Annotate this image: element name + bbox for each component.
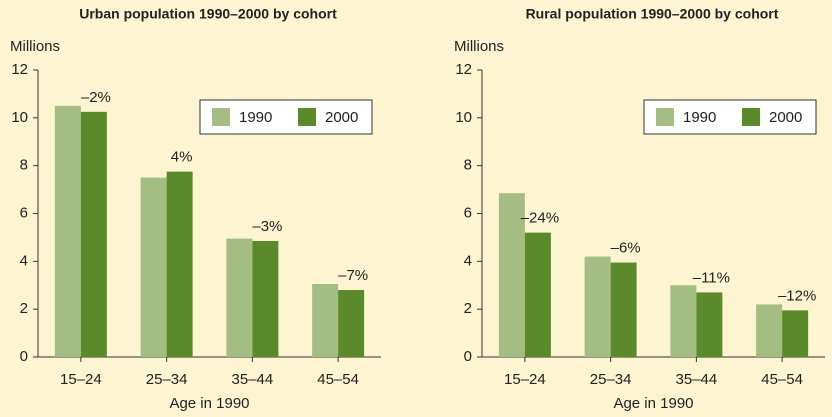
- y-tick-label: 6: [20, 204, 28, 221]
- bar: [226, 238, 253, 357]
- bar: [610, 262, 637, 357]
- legend-label: 1990: [683, 109, 716, 126]
- y-tick-label: 0: [464, 348, 472, 365]
- x-tick-label: 25–34: [146, 371, 188, 388]
- legend-swatch: [656, 108, 674, 126]
- chart-title: Rural population 1990–2000 by cohort: [526, 6, 779, 22]
- y-tick-label: 12: [455, 61, 472, 78]
- legend-swatch: [298, 108, 316, 126]
- annotation: –2%: [81, 89, 111, 106]
- y-tick-label: 4: [464, 252, 472, 269]
- y-axis-label: Millions: [454, 38, 504, 55]
- annotation: –12%: [778, 287, 816, 304]
- bar: [782, 310, 809, 357]
- y-tick-label: 8: [464, 157, 472, 174]
- bar: [166, 171, 193, 357]
- bar: [524, 232, 551, 357]
- bar: [312, 284, 339, 357]
- y-tick-label: 10: [455, 109, 472, 126]
- bar: [696, 292, 723, 357]
- bar: [80, 111, 107, 358]
- y-tick-label: 6: [464, 204, 472, 221]
- bar: [756, 304, 783, 357]
- y-tick-label: 0: [20, 348, 28, 365]
- chart-title: Urban population 1990–2000 by cohort: [79, 6, 337, 22]
- y-tick-label: 4: [20, 252, 28, 269]
- x-axis-label: Age in 1990: [169, 395, 249, 412]
- bar: [54, 105, 81, 357]
- bar: [584, 256, 611, 357]
- bar: [338, 290, 365, 357]
- x-tick-label: 15–24: [504, 371, 546, 388]
- x-tick-label: 15–24: [60, 371, 102, 388]
- x-tick-label: 45–54: [317, 371, 359, 388]
- y-tick-label: 10: [11, 109, 28, 126]
- y-axis-label: Millions: [10, 38, 60, 55]
- annotation: –11%: [693, 269, 730, 286]
- annotation: 4%: [171, 149, 193, 166]
- annotation: –3%: [252, 218, 282, 235]
- legend-swatch: [742, 108, 760, 126]
- legend-label: 1990: [239, 109, 272, 126]
- y-tick-label: 12: [11, 61, 28, 78]
- annotation: –6%: [611, 239, 641, 256]
- x-tick-label: 35–44: [676, 371, 718, 388]
- y-tick-label: 2: [464, 300, 472, 317]
- legend-label: 2000: [769, 109, 802, 126]
- x-axis-label: Age in 1990: [613, 395, 693, 412]
- annotation: –24%: [521, 210, 559, 227]
- y-tick-label: 8: [20, 157, 28, 174]
- y-tick-label: 2: [20, 300, 28, 317]
- bar: [140, 177, 167, 357]
- x-tick-label: 35–44: [232, 371, 274, 388]
- x-tick-label: 25–34: [590, 371, 632, 388]
- annotation: –7%: [338, 267, 368, 284]
- bar: [498, 193, 525, 357]
- x-tick-label: 45–54: [761, 371, 803, 388]
- legend-swatch: [212, 108, 230, 126]
- bar: [252, 241, 279, 357]
- bar: [670, 285, 697, 357]
- legend-label: 2000: [325, 109, 358, 126]
